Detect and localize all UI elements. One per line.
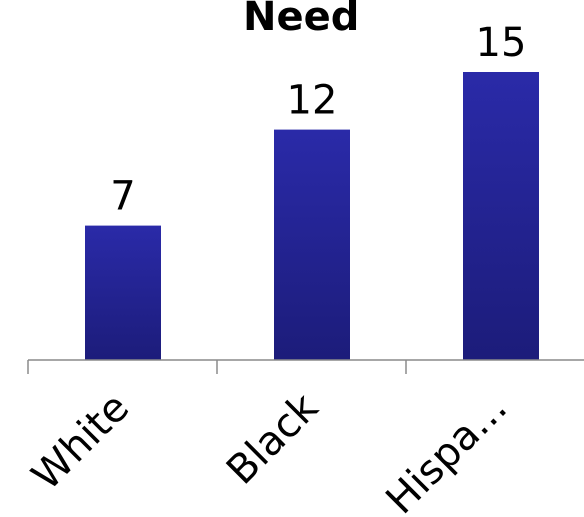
bar-black — [274, 129, 350, 360]
bar-white — [85, 225, 161, 360]
x-tick-label: White — [23, 385, 138, 500]
data-label: 7 — [110, 174, 135, 220]
bar-hispa — [463, 72, 539, 360]
x-tick-label: Hispa... — [377, 385, 516, 517]
chart-title: Need — [243, 0, 360, 40]
x-tick-label: Black — [218, 384, 328, 494]
data-label: 12 — [287, 78, 338, 124]
data-label: 15 — [476, 20, 527, 66]
